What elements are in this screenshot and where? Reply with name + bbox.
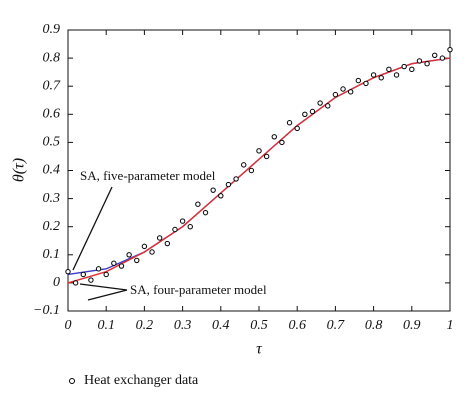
data-point (65, 268, 71, 275)
data-point (355, 77, 362, 84)
y-tick-label: 0.4 (43, 163, 61, 178)
data-point (294, 125, 300, 132)
data-point (233, 176, 239, 182)
data-point (126, 252, 132, 258)
data-point (187, 224, 193, 230)
data-point (447, 46, 453, 53)
data-point (309, 108, 316, 115)
data-point (340, 86, 346, 92)
data-point (424, 61, 430, 67)
model-line (67, 57, 451, 276)
data-point (179, 218, 186, 224)
y-tick-label: −0.1 (33, 303, 60, 318)
data-point (378, 75, 384, 81)
data-point (370, 72, 377, 78)
data-point (332, 91, 339, 98)
data-point (416, 58, 423, 64)
data-point (386, 66, 392, 73)
annotation-arrow (79, 283, 128, 291)
annotation: SA, five-parameter model (80, 168, 216, 183)
data-point (347, 89, 354, 95)
data-point (172, 226, 178, 233)
data-point (317, 100, 323, 106)
y-tick-label: 0.5 (43, 135, 61, 150)
data-point (279, 139, 285, 146)
data-point (439, 55, 446, 61)
x-tick-label: 0.7 (327, 318, 346, 333)
data-point (202, 209, 209, 216)
data-point (256, 148, 262, 154)
x-tick-label: 0.6 (288, 318, 306, 333)
annotation-arrow (87, 289, 128, 301)
data-point (248, 167, 255, 174)
x-tick-label: 0.2 (136, 318, 154, 333)
x-axis-label: τ (256, 341, 263, 358)
data-point (141, 243, 148, 250)
data-point (263, 153, 270, 160)
data-point (195, 201, 201, 207)
data-point (302, 111, 308, 118)
data-point (325, 103, 331, 109)
data-point (363, 80, 369, 87)
data-point (72, 280, 79, 286)
y-tick-label: 0.9 (43, 22, 61, 37)
data-point (95, 266, 102, 272)
data-point (432, 52, 438, 58)
y-tick-label: 0.1 (43, 247, 61, 262)
data-point (111, 260, 117, 266)
x-tick-label: 0.5 (250, 318, 268, 333)
data-point (210, 187, 216, 193)
data-point (80, 271, 86, 278)
data-point (409, 66, 415, 73)
x-tick-label: 1 (447, 318, 454, 333)
y-tick-label: 0.3 (43, 191, 61, 206)
y-tick-label: 0.7 (43, 78, 62, 93)
y-tick-label: 0.8 (43, 50, 61, 65)
legend-label: Heat exchanger data (84, 373, 199, 388)
x-tick-label: 0.3 (174, 318, 192, 333)
x-tick-label: 0.8 (365, 318, 383, 333)
data-point (149, 249, 155, 255)
data-point (218, 193, 224, 199)
data-point (88, 277, 94, 283)
x-tick-label: 0.9 (403, 318, 421, 333)
x-tick-label: 0 (65, 318, 72, 333)
data-point (241, 162, 247, 168)
model-line (67, 57, 451, 284)
y-tick-label: 0.6 (43, 107, 61, 122)
data-point (156, 235, 163, 241)
data-point (134, 257, 140, 264)
data-point (164, 240, 171, 247)
annotation-arrow (72, 186, 113, 271)
y-tick-label: 0.2 (43, 219, 61, 234)
data-point (103, 271, 109, 278)
legend: Heat exchanger data (69, 373, 199, 388)
data-point (401, 63, 407, 70)
data-point (286, 120, 293, 126)
data-point (271, 134, 277, 140)
y-axis-label: θ(τ) (11, 158, 28, 182)
annotation: SA, four-parameter model (130, 282, 267, 297)
x-tick-label: 0.4 (212, 318, 230, 333)
legend-marker (69, 378, 75, 384)
data-point (118, 263, 125, 269)
data-point (225, 181, 232, 188)
data-point (393, 72, 400, 78)
y-tick-label: 0 (53, 275, 60, 290)
x-tick-label: 0.1 (97, 318, 115, 333)
